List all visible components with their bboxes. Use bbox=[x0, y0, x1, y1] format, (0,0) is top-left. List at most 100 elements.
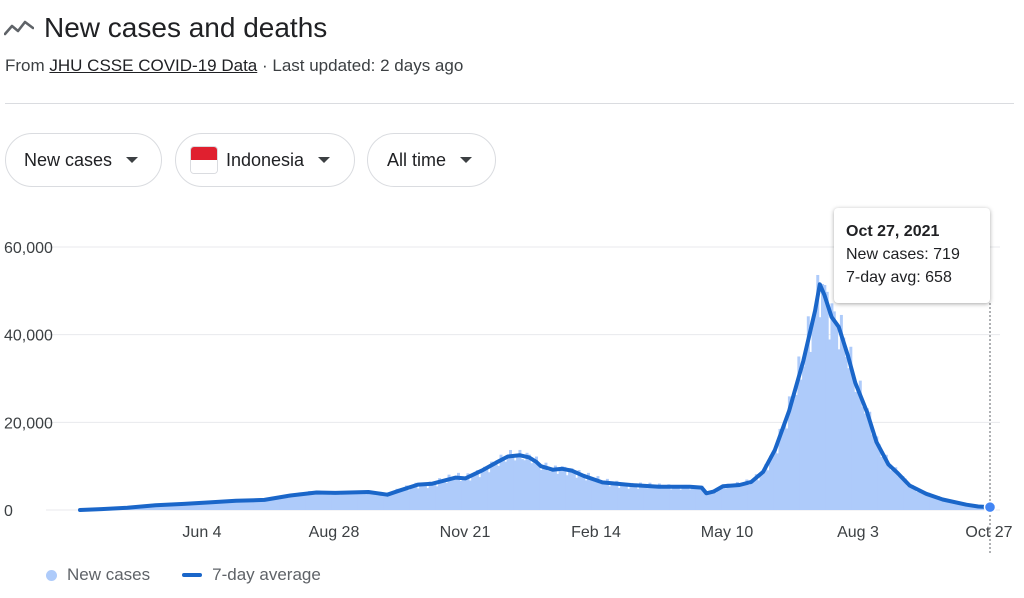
bar bbox=[565, 475, 569, 510]
bar bbox=[650, 487, 654, 510]
bar bbox=[639, 482, 642, 510]
bar bbox=[459, 480, 463, 510]
legend-line-label: 7-day average bbox=[212, 565, 321, 584]
cases-chart[interactable]: 0 20,000 40,000 60,000 Jun 4 Aug 28 Nov 21 Feb … bbox=[0, 200, 1024, 555]
bar bbox=[402, 489, 406, 510]
range-dropdown[interactable]: All time bbox=[367, 133, 496, 187]
bar bbox=[220, 501, 224, 510]
bar bbox=[809, 351, 813, 510]
bar bbox=[409, 487, 413, 510]
source-link[interactable]: JHU CSSE COVID-19 Data bbox=[49, 56, 258, 75]
bar bbox=[792, 398, 796, 510]
bar bbox=[478, 477, 482, 510]
bar bbox=[561, 466, 564, 510]
bar bbox=[773, 448, 777, 510]
x-tick-label: Aug 3 bbox=[837, 524, 879, 541]
bar bbox=[761, 470, 765, 510]
bar bbox=[584, 480, 588, 510]
bar bbox=[374, 495, 378, 510]
bar bbox=[617, 487, 621, 510]
bar bbox=[400, 490, 404, 510]
bar bbox=[149, 505, 153, 510]
divider bbox=[5, 103, 1014, 104]
bar bbox=[539, 469, 543, 510]
chart-tooltip: Oct 27, 2021 New cases: 719 7-day avg: 6… bbox=[834, 208, 990, 303]
bar bbox=[485, 467, 489, 510]
bar bbox=[173, 504, 177, 510]
legend-bars-swatch bbox=[46, 569, 57, 581]
bar bbox=[787, 396, 791, 510]
bar bbox=[655, 487, 659, 510]
bar bbox=[369, 491, 373, 510]
bar bbox=[877, 444, 881, 510]
chart-legend: New cases 7-day average bbox=[46, 565, 321, 585]
bar bbox=[551, 468, 555, 510]
bar bbox=[913, 487, 917, 510]
metric-dropdown[interactable]: New cases bbox=[5, 133, 162, 187]
bar bbox=[643, 486, 647, 510]
bar bbox=[868, 411, 872, 510]
bar bbox=[180, 504, 184, 510]
bar bbox=[712, 491, 716, 510]
bar bbox=[754, 474, 758, 510]
bar bbox=[875, 436, 879, 510]
x-tick-label: Feb 14 bbox=[571, 524, 621, 541]
bar bbox=[821, 283, 824, 510]
bar bbox=[454, 479, 458, 510]
bar bbox=[679, 489, 683, 510]
location-dropdown[interactable]: Indonesia bbox=[175, 133, 355, 187]
bar bbox=[669, 489, 673, 510]
bar bbox=[457, 472, 460, 510]
bar bbox=[445, 482, 449, 510]
bar bbox=[572, 471, 576, 510]
bar bbox=[371, 492, 375, 510]
bar bbox=[364, 494, 368, 510]
y-tick-label: 60,000 bbox=[4, 240, 53, 257]
bar bbox=[504, 461, 508, 510]
bar bbox=[239, 500, 243, 510]
bar bbox=[244, 501, 248, 510]
bar bbox=[166, 504, 170, 510]
bar bbox=[847, 368, 850, 510]
bar bbox=[709, 490, 713, 510]
bar bbox=[672, 487, 676, 510]
bar bbox=[634, 485, 638, 510]
bar bbox=[941, 499, 945, 510]
y-tick-label: 40,000 bbox=[4, 328, 53, 345]
bar bbox=[766, 470, 770, 510]
x-tick-label: Oct 27 bbox=[965, 524, 1012, 541]
bar bbox=[168, 503, 172, 510]
bar bbox=[674, 485, 678, 510]
bar bbox=[423, 482, 427, 510]
bar bbox=[660, 488, 664, 510]
bar bbox=[376, 491, 380, 510]
bar bbox=[799, 379, 803, 510]
bar bbox=[494, 464, 498, 510]
bar bbox=[615, 480, 619, 510]
bar bbox=[480, 468, 484, 510]
bar bbox=[218, 501, 222, 510]
metric-dropdown-label: New cases bbox=[24, 149, 113, 170]
bar bbox=[688, 489, 692, 510]
bar bbox=[858, 380, 862, 510]
bar bbox=[461, 479, 465, 510]
bar bbox=[487, 472, 491, 510]
bar bbox=[917, 488, 921, 510]
bar bbox=[613, 482, 616, 510]
bar bbox=[906, 486, 910, 510]
bar bbox=[537, 464, 541, 510]
bar bbox=[728, 485, 732, 510]
bar bbox=[731, 487, 735, 510]
bar bbox=[830, 303, 834, 510]
bar bbox=[693, 485, 697, 510]
bar bbox=[182, 504, 186, 510]
bar bbox=[752, 479, 756, 510]
bar bbox=[201, 502, 205, 510]
bar bbox=[700, 485, 704, 510]
bar bbox=[889, 470, 893, 510]
bar bbox=[568, 468, 572, 510]
title-row: New cases and deaths bbox=[4, 8, 327, 48]
bar bbox=[256, 498, 260, 510]
bar bbox=[362, 491, 366, 510]
bar bbox=[589, 478, 593, 510]
